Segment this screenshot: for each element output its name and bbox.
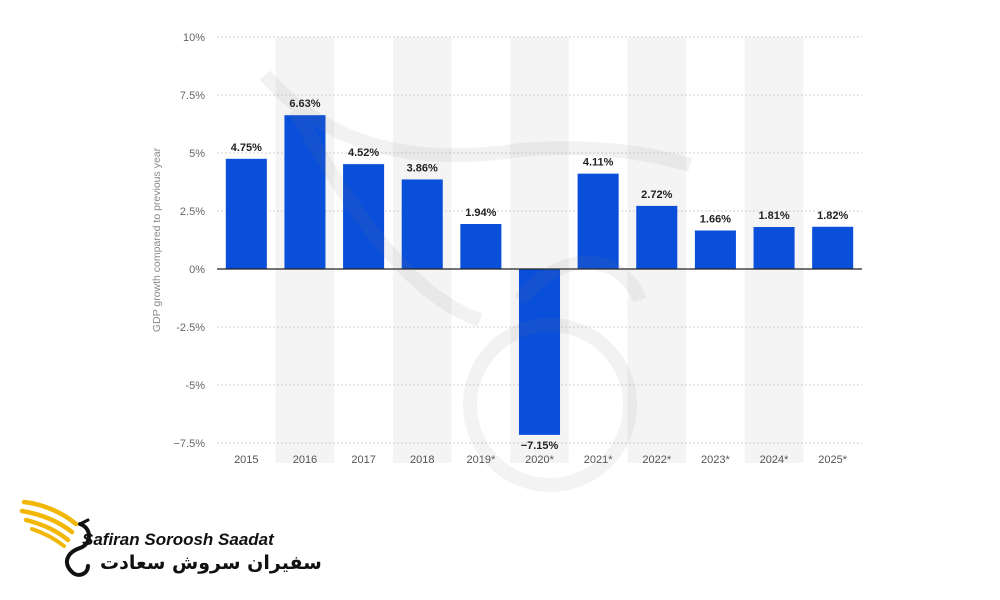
- data-label: 4.52%: [348, 147, 379, 159]
- bars: [225, 115, 854, 435]
- brand-name-english: Safiran Soroosh Saadat: [82, 530, 274, 549]
- bar: [343, 164, 385, 269]
- golden-wing-logo-icon: [19, 499, 91, 577]
- data-label: 1.94%: [465, 207, 496, 219]
- x-tick-label: 2018: [410, 454, 434, 466]
- x-tick-label: 2017: [351, 454, 375, 466]
- y-tick-label: -2.5%: [176, 322, 205, 334]
- bar: [812, 226, 854, 269]
- x-tick-label: 2022*: [642, 454, 671, 466]
- bar: [577, 173, 619, 269]
- bar: [753, 227, 795, 269]
- x-tick-label: 2020*: [525, 454, 554, 466]
- y-axis-ticks: 10% 7.5% 5% 2.5% 0% -2.5% -5% −7.5%: [174, 32, 206, 450]
- y-tick-label: 7.5%: [180, 90, 205, 102]
- y-tick-label: −7.5%: [174, 438, 206, 450]
- y-tick-label: 0%: [189, 264, 205, 276]
- data-label: 1.82%: [817, 210, 848, 222]
- data-label: 2.72%: [641, 189, 672, 201]
- bar: [401, 179, 443, 269]
- x-tick-label: 2015: [234, 454, 258, 466]
- data-label: 1.81%: [758, 210, 789, 222]
- y-axis-title: GDP growth compared to previous year: [151, 147, 163, 332]
- bar: [284, 115, 326, 270]
- bar: [694, 230, 736, 269]
- bar: [225, 158, 267, 269]
- x-tick-label: 2025*: [818, 454, 847, 466]
- y-tick-label: 10%: [183, 32, 205, 44]
- data-label: 3.86%: [407, 162, 438, 174]
- data-label: 1.66%: [700, 213, 731, 225]
- x-tick-label: 2016: [293, 454, 317, 466]
- watermark-icon: [259, 70, 693, 492]
- x-tick-label: 2023*: [701, 454, 730, 466]
- brand-name-persian: سفیران سروش سعادت: [100, 552, 322, 574]
- gridlines: [217, 36, 862, 444]
- data-label: −7.15%: [521, 440, 559, 452]
- bar: [460, 223, 502, 269]
- y-tick-label: -5%: [185, 380, 205, 392]
- bar: [636, 205, 678, 269]
- data-label: 4.11%: [583, 157, 614, 169]
- brand-logo: Safiran Soroosh Saadat سفیران سروش سعادت: [18, 494, 322, 584]
- y-tick-label: 2.5%: [180, 206, 205, 218]
- x-tick-label: 2019*: [466, 454, 495, 466]
- data-label: 4.75%: [231, 142, 262, 154]
- bar: [518, 269, 561, 435]
- x-axis-labels: 2015 2016 2017 2018 2019* 2020* 2021* 2022* 2023…: [234, 454, 848, 466]
- data-labels: 4.75% 6.63% 4.52% 3.86% 1.94% −7.15% 4.11% 2.72…: [231, 98, 849, 452]
- x-tick-label: 2021*: [584, 454, 613, 466]
- x-tick-label: 2024*: [760, 454, 789, 466]
- y-tick-label: 5%: [189, 148, 205, 160]
- data-label: 6.63%: [289, 98, 320, 110]
